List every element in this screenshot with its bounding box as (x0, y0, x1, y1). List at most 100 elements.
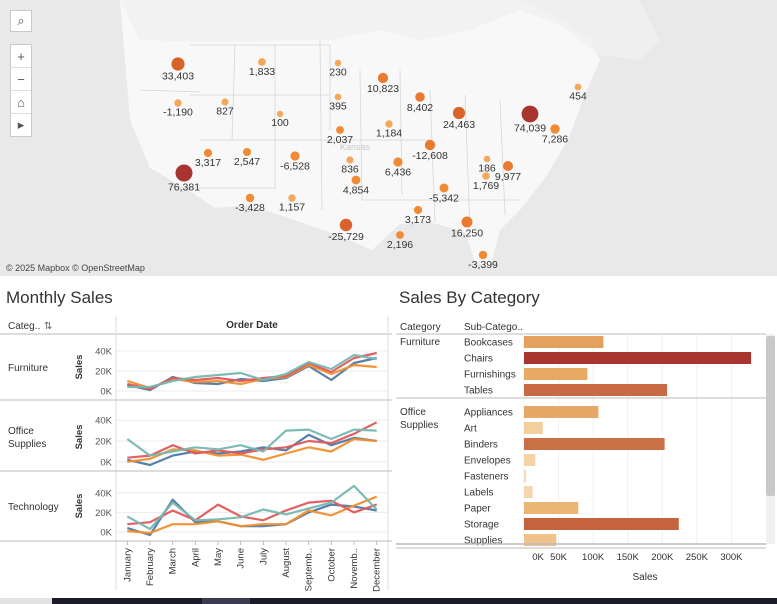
sales-line[interactable] (127, 495, 378, 535)
marker-dot[interactable] (550, 124, 560, 134)
map-marker[interactable]: 16,250 (451, 216, 483, 240)
map-attribution[interactable]: © 2025 Mapbox © OpenStreetMap (6, 263, 145, 273)
sales-line[interactable] (127, 353, 377, 389)
marker-dot[interactable] (478, 250, 488, 260)
monthly-sales-chart[interactable]: Categ.. ⇅ Order Date Furniture Sales 40K 20K 0K… (0, 312, 392, 592)
marker-dot[interactable] (334, 93, 342, 101)
sort-icon[interactable]: ⇅ (44, 321, 52, 332)
marker-dot[interactable] (245, 193, 255, 203)
sales-bar[interactable] (524, 534, 557, 546)
map-marker[interactable]: 454 (569, 83, 587, 103)
sales-bar[interactable] (524, 470, 527, 482)
map-marker[interactable]: 7,286 (542, 124, 568, 146)
sales-line[interactable] (126, 428, 377, 457)
sales-bar[interactable] (524, 384, 668, 396)
map-search-button[interactable]: ⌕ (10, 10, 32, 32)
marker-dot[interactable] (243, 148, 251, 156)
map-marker[interactable]: 2,037 (327, 126, 353, 146)
marker-dot[interactable] (452, 106, 466, 120)
marker-dot[interactable] (346, 156, 354, 164)
map-marker[interactable]: 6,436 (385, 157, 411, 179)
marker-dot[interactable] (258, 58, 266, 66)
map-marker[interactable]: 395 (329, 93, 347, 113)
map-marker[interactable]: 4,854 (343, 175, 369, 197)
marker-dot[interactable] (334, 59, 342, 67)
sales-bar[interactable] (524, 406, 599, 418)
marker-dot[interactable] (221, 98, 229, 106)
map-marker[interactable]: 10,823 (367, 72, 399, 95)
marker-dot[interactable] (461, 216, 473, 228)
zoom-in-button[interactable]: + (11, 45, 31, 68)
map-marker[interactable]: 74,039 (514, 105, 546, 135)
marker-dot[interactable] (424, 139, 436, 151)
map-marker[interactable]: 2,547 (234, 148, 260, 168)
marker-dot[interactable] (175, 164, 193, 182)
map-canvas[interactable]: Kansas 33,403 -1,190 827 1,833 100 230 395 2,037… (0, 0, 777, 276)
sales-bar[interactable] (524, 336, 604, 348)
sales-line[interactable] (127, 437, 377, 463)
map-marker[interactable]: 230 (329, 59, 347, 79)
sales-bar[interactable] (524, 502, 579, 514)
marker-dot[interactable] (290, 151, 300, 161)
sales-bar[interactable] (524, 486, 533, 498)
marker-dot[interactable] (574, 83, 582, 91)
marker-dot[interactable] (171, 57, 185, 71)
map-marker[interactable]: 8,402 (407, 92, 433, 114)
marker-dot[interactable] (174, 99, 182, 107)
map-marker[interactable]: -25,729 (328, 218, 364, 243)
map-marker[interactable]: 76,381 (168, 164, 200, 194)
map-marker[interactable]: -3,399 (468, 250, 498, 271)
sales-bar[interactable] (524, 422, 543, 434)
sales-line[interactable] (127, 351, 377, 391)
marker-dot[interactable] (396, 231, 404, 239)
marker-dot[interactable] (203, 148, 213, 158)
sales-bar[interactable] (524, 368, 588, 380)
marker-dot[interactable] (483, 155, 491, 163)
map-marker[interactable]: -5,342 (429, 183, 459, 205)
map-marker[interactable]: -1,190 (163, 99, 193, 119)
map-marker[interactable]: 186 (478, 155, 496, 175)
sales-bar[interactable] (524, 352, 752, 364)
expand-button[interactable]: ▸ (11, 114, 31, 136)
marker-dot[interactable] (503, 161, 513, 171)
marker-dot[interactable] (413, 205, 423, 215)
map-marker[interactable]: 100 (271, 110, 289, 129)
map-marker[interactable]: 836 (341, 156, 359, 176)
marker-dot[interactable] (288, 194, 296, 202)
map-marker[interactable]: 3,173 (405, 205, 431, 226)
home-button[interactable]: ⌂ (11, 91, 31, 114)
map-marker[interactable]: 2,196 (387, 231, 413, 251)
marker-dot[interactable] (377, 72, 389, 84)
map-marker[interactable]: 1,833 (249, 58, 275, 78)
map-marker[interactable]: -6,528 (280, 151, 310, 173)
marker-dot[interactable] (482, 172, 490, 180)
sales-bar[interactable] (524, 518, 679, 530)
sales-bar[interactable] (524, 454, 536, 466)
row-header-label[interactable]: Categ.. (8, 321, 40, 332)
map-marker[interactable]: 24,463 (443, 106, 475, 131)
map-marker[interactable]: 1,769 (473, 172, 499, 192)
marker-dot[interactable] (439, 183, 449, 193)
marker-dot[interactable] (336, 126, 344, 134)
zoom-out-button[interactable]: − (11, 68, 31, 91)
sales-line[interactable] (127, 499, 378, 526)
map-marker[interactable]: -3,428 (235, 193, 265, 214)
marker-dot[interactable] (385, 120, 393, 128)
monthly-panel[interactable]: Furniture Sales 40K 20K 0K (0, 347, 392, 401)
sales-map[interactable]: Kansas 33,403 -1,190 827 1,833 100 230 395 2,037… (0, 0, 777, 276)
marker-dot[interactable] (415, 92, 425, 102)
category-group[interactable]: Furniture Bookcases Chairs Furnishings Table… (396, 336, 766, 399)
map-marker[interactable]: 1,157 (279, 194, 305, 214)
category-scroll-thumb[interactable] (766, 336, 775, 496)
map-marker[interactable]: 827 (216, 98, 234, 118)
map-marker[interactable]: 9,977 (495, 161, 521, 183)
sales-line[interactable] (126, 484, 378, 531)
map-marker[interactable]: 3,317 (195, 148, 221, 169)
marker-dot[interactable] (393, 157, 403, 167)
map-marker[interactable]: -12,608 (412, 139, 448, 162)
sales-bar[interactable] (524, 438, 665, 450)
map-marker[interactable]: 1,184 (376, 120, 402, 140)
sales-by-category-chart[interactable]: Category Sub-Catego.. 0K 50K 100K 150K 200K 250… (396, 312, 777, 592)
marker-dot[interactable] (339, 218, 353, 232)
marker-dot[interactable] (521, 105, 539, 123)
